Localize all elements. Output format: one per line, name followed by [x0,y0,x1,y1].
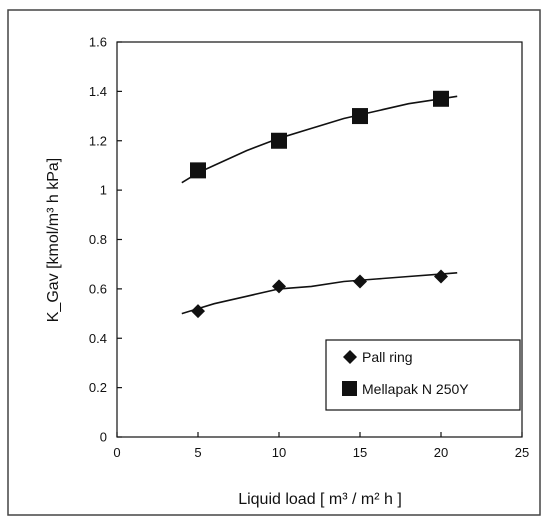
y-tick-label: 1.4 [89,84,107,99]
y-tick-label: 1.2 [89,133,107,148]
y-tick-label: 0.8 [89,232,107,247]
trend-lines [181,95,458,315]
legend-marker-square [342,381,357,396]
data-point-diamond [272,279,286,294]
axis-ticks: 0 5 10 15 20 25 0 0.2 0.4 0.6 0.8 1 1.2 1.4 1.6 [89,35,529,461]
legend-marker-diamond [343,350,357,364]
legend-label-mellapak: Mellapak N 250Y [362,381,469,397]
data-point-diamond [434,269,448,284]
x-tick-label: 0 [113,445,120,460]
x-tick-label: 5 [194,445,201,460]
y-tick-label: 0.4 [89,331,107,346]
trend-line-series-1 [181,95,458,184]
data-point-square [352,108,368,125]
data-point-square [433,90,449,107]
x-tick-label: 10 [272,445,286,460]
data-point-diamond [353,274,367,289]
y-axis-label: K_Gav [kmol/m³ h kPa] [45,158,62,323]
legend: Pall ring Mellapak N 250Y [325,339,521,411]
y-tick-label: 1 [100,183,107,198]
data-point-square [190,162,206,179]
y-tick-label: 0 [100,430,107,445]
y-tick-label: 0.2 [89,380,107,395]
data-point-square [271,132,287,149]
trend-line-series-0 [181,272,458,315]
y-tick-label: 1.6 [89,35,107,50]
x-axis-label: Liquid load [ m³ / m² h ] [238,491,402,508]
x-tick-label: 15 [353,445,367,460]
x-tick-label: 20 [434,445,448,460]
legend-box [325,339,521,411]
data-point-diamond [191,304,205,319]
y-tick-label: 0.6 [89,281,107,296]
x-tick-label: 25 [515,445,529,460]
data-points [190,90,449,319]
legend-label-pall-ring: Pall ring [362,349,413,365]
